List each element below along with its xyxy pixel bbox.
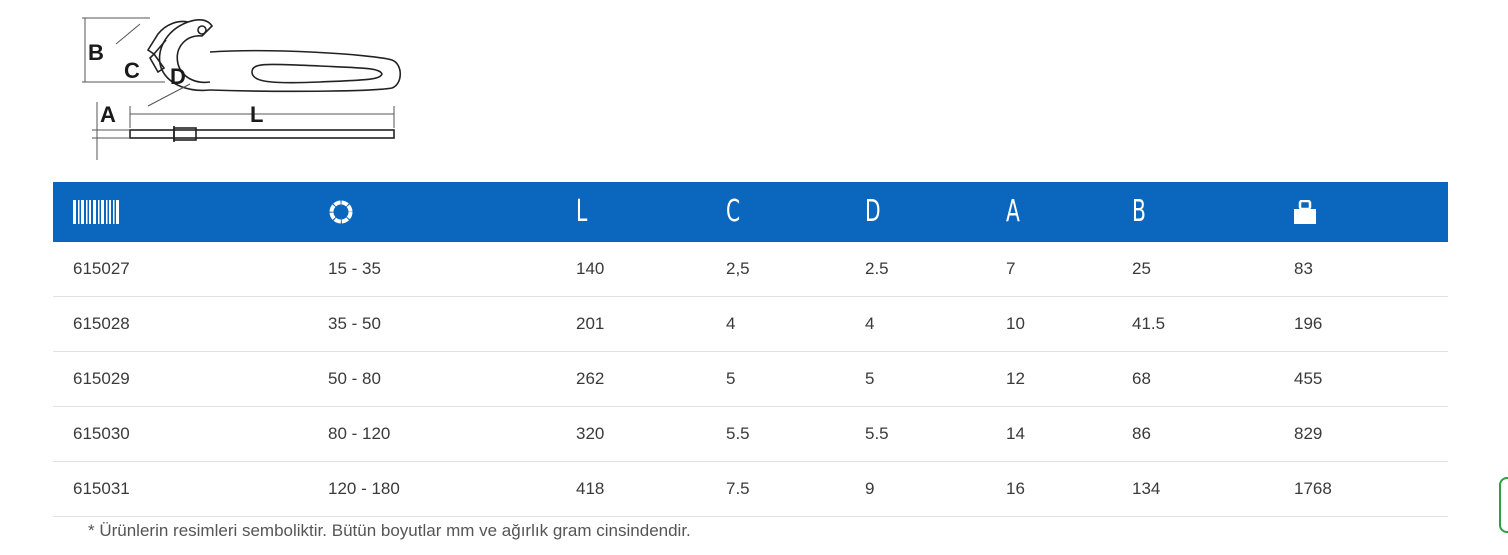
table-cell: 25 (1112, 242, 1274, 297)
table-cell: 262 (556, 351, 706, 407)
header-l: L (556, 182, 706, 242)
table-cell: 5.5 (706, 406, 845, 462)
table-cell: 615029 (53, 351, 308, 407)
table-cell: 196 (1274, 296, 1448, 352)
table-cell: 455 (1274, 351, 1448, 407)
table-row: 615029 50 - 80 262 5 5 12 68 455 (53, 351, 1448, 407)
table-cell: 12 (986, 351, 1112, 407)
table-row: 615031 120 - 180 418 7.5 9 16 134 1768 (53, 461, 1448, 517)
diagram-label-a: A (100, 102, 116, 127)
table-cell: 41.5 (1112, 296, 1274, 352)
table-cell: 7 (986, 242, 1112, 297)
table-cell: 5 (845, 351, 986, 407)
spec-table: L C D A B 615027 15 - 35 140 2,5 2.5 7 25 83 615… (53, 182, 1448, 517)
table-cell: 120 - 180 (308, 461, 556, 517)
table-cell: 140 (556, 242, 706, 297)
table-cell: 68 (1112, 351, 1274, 407)
table-cell: 615030 (53, 406, 308, 462)
table-row: 615028 35 - 50 201 4 4 10 41.5 196 (53, 296, 1448, 352)
table-cell: 615031 (53, 461, 308, 517)
wrench-dimension-diagram: B C D A L (82, 17, 402, 160)
header-range (308, 182, 556, 242)
table-cell: 201 (556, 296, 706, 352)
table-cell: 134 (1112, 461, 1274, 517)
table-cell: 10 (986, 296, 1112, 352)
table-cell: 80 - 120 (308, 406, 556, 462)
table-cell: 615028 (53, 296, 308, 352)
table-cell: 4 (845, 296, 986, 352)
table-row: 615030 80 - 120 320 5.5 5.5 14 86 829 (53, 406, 1448, 462)
header-part-number (53, 182, 308, 242)
table-cell: 829 (1274, 406, 1448, 462)
table-cell: 4 (706, 296, 845, 352)
diagram-label-d: D (170, 64, 186, 89)
table-cell: 1768 (1274, 461, 1448, 517)
table-cell: 5 (706, 351, 845, 407)
table-cell: 83 (1274, 242, 1448, 297)
table-cell: 9 (845, 461, 986, 517)
header-weight (1274, 182, 1448, 242)
header-b: B (1112, 182, 1274, 242)
barcode-icon (73, 200, 119, 224)
table-cell: 2.5 (845, 242, 986, 297)
header-a: A (986, 182, 1112, 242)
table-cell: 320 (556, 406, 706, 462)
table-cell: 35 - 50 (308, 296, 556, 352)
table-cell: 14 (986, 406, 1112, 462)
table-cell: 5.5 (845, 406, 986, 462)
table-cell: 418 (556, 461, 706, 517)
weight-icon (1294, 200, 1316, 224)
table-cell: 16 (986, 461, 1112, 517)
ring-icon (329, 200, 353, 224)
table-cell: 15 - 35 (308, 242, 556, 297)
header-d: D (845, 182, 986, 242)
table-cell: 615027 (53, 242, 308, 297)
table-cell: 86 (1112, 406, 1274, 462)
table-cell: 2,5 (706, 242, 845, 297)
diagram-label-l: L (250, 102, 263, 127)
table-cell: 7.5 (706, 461, 845, 517)
diagram-label-c: C (124, 58, 140, 83)
table-cell: 50 - 80 (308, 351, 556, 407)
table-header-row: L C D A B (53, 182, 1448, 242)
diagram-label-b: B (88, 40, 104, 65)
header-c: C (706, 182, 845, 242)
table-row: 615027 15 - 35 140 2,5 2.5 7 25 83 (53, 242, 1448, 297)
side-chat-widget[interactable] (1499, 477, 1508, 533)
footnote: * Ürünlerin resimleri semboliktir. Bütün… (88, 521, 691, 540)
